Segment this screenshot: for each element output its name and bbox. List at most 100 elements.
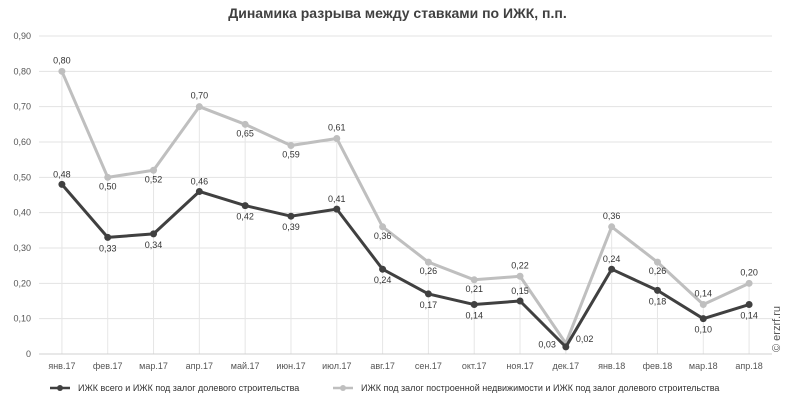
x-tick-label: апр.17 (186, 361, 213, 371)
data-label: 0,50 (99, 181, 117, 191)
data-label: 0,24 (603, 254, 621, 264)
data-point (333, 134, 341, 142)
x-tick-label: ноя.17 (506, 361, 533, 371)
data-label: 0,61 (328, 122, 346, 132)
data-label: 0,14 (465, 311, 483, 321)
data-label: 0,14 (740, 311, 758, 321)
data-label: 0,22 (511, 260, 529, 270)
data-label: 0,48 (53, 169, 71, 179)
series (58, 67, 753, 351)
x-tick-label: июн.17 (276, 361, 305, 371)
data-label: 0,02 (576, 334, 594, 344)
legend-marker (57, 385, 63, 391)
data-label: 0,46 (191, 176, 209, 186)
data-label: 0,17 (420, 300, 438, 310)
data-point (608, 265, 616, 273)
data-label: 0,65 (236, 128, 254, 138)
data-label: 0,03 (538, 339, 556, 349)
data-label: 0,34 (145, 240, 163, 250)
data-label: 0,80 (53, 55, 71, 65)
data-point (379, 265, 387, 273)
x-tick-label: июл.17 (322, 361, 351, 371)
data-label: 0,36 (603, 211, 621, 221)
data-point (470, 276, 478, 284)
data-point (653, 258, 661, 266)
data-point (608, 223, 616, 231)
data-point (150, 166, 158, 174)
x-tick-label: май.17 (231, 361, 260, 371)
x-tick-label: фев.17 (93, 361, 123, 371)
data-point (104, 233, 112, 241)
data-point (745, 301, 753, 309)
legend-entry: ИЖК всего и ИЖК под залог долевого строи… (78, 383, 299, 393)
x-tick-label: дек.17 (552, 361, 579, 371)
data-label: 0,70 (191, 91, 209, 101)
x-tick-label: фев.18 (643, 361, 673, 371)
data-label: 0,59 (282, 150, 300, 160)
axes: 0 0,10 0,20 0,30 0,40 0,50 0,60 0,70 0,80 0,90 янв… (13, 31, 772, 371)
data-label: 0,21 (465, 284, 483, 294)
data-point (195, 103, 203, 111)
data-point (699, 301, 707, 309)
data-point (104, 173, 112, 181)
legend: ИЖК всего и ИЖК под залог долевого строи… (50, 383, 719, 393)
data-point (241, 202, 249, 210)
data-label: 0,26 (420, 266, 438, 276)
y-tick-label: 0,30 (13, 243, 31, 253)
data-point (424, 258, 432, 266)
x-tick-label: авг.17 (370, 361, 394, 371)
watermark: © erzrf.ru (771, 306, 783, 352)
y-tick-label: 0,50 (13, 172, 31, 182)
data-label: 0,20 (740, 267, 758, 277)
data-label: 0,52 (145, 174, 163, 184)
data-label: 0,41 (328, 194, 346, 204)
y-tick-label: 0,10 (13, 314, 31, 324)
data-point (470, 301, 478, 309)
data-point (287, 142, 295, 150)
data-label: 0,39 (282, 222, 300, 232)
data-point (150, 230, 158, 238)
data-label: 0,18 (649, 296, 667, 306)
data-point (745, 279, 753, 287)
x-tick-label: янв.17 (48, 361, 75, 371)
x-tick-label: мар.18 (689, 361, 718, 371)
chart-title: Динамика разрыва между ставками по ИЖК, … (228, 5, 567, 21)
series-line (60, 70, 750, 345)
data-point (241, 120, 249, 128)
y-tick-label: 0,80 (13, 66, 31, 76)
data-point (58, 180, 66, 188)
data-point (653, 286, 661, 294)
data-label: 0,42 (236, 212, 254, 222)
data-point (424, 290, 432, 298)
x-tick-label: окт.17 (462, 361, 487, 371)
series-line (60, 183, 750, 349)
data-label: 0,15 (511, 286, 529, 296)
y-tick-label: 0 (26, 349, 31, 359)
data-label: 0,33 (99, 243, 117, 253)
legend-entry: ИЖК под залог построенной недвижимости и… (361, 383, 719, 393)
data-label: 0,10 (695, 325, 713, 335)
data-point (516, 272, 524, 280)
data-point (379, 223, 387, 231)
data-label: 0,24 (374, 275, 392, 285)
data-point (195, 187, 203, 195)
y-tick-label: 0,40 (13, 208, 31, 218)
data-label: 0,36 (374, 231, 392, 241)
data-labels: 0,80 0,50 0,52 0,70 0,65 0,59 0,61 0,36 0,26 0,21… (53, 55, 758, 349)
x-tick-label: янв.18 (598, 361, 625, 371)
data-point (516, 297, 524, 305)
data-point (58, 67, 66, 75)
y-tick-label: 0,60 (13, 137, 31, 147)
x-tick-label: апр.18 (735, 361, 762, 371)
legend-marker (340, 385, 346, 391)
y-tick-label: 0,20 (13, 278, 31, 288)
y-tick-label: 0,70 (13, 102, 31, 112)
x-tick-label: сен.17 (415, 361, 442, 371)
data-point (562, 343, 570, 351)
data-point (333, 205, 341, 213)
x-tick-label: мар.17 (139, 361, 168, 371)
y-tick-label: 0,90 (13, 31, 31, 41)
data-point (699, 315, 707, 323)
data-label: 0,26 (649, 266, 667, 276)
